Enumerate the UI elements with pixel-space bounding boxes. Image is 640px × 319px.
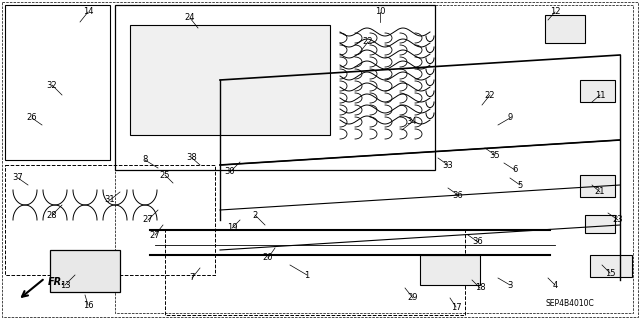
Bar [130,25,330,135]
Bar [420,255,480,285]
Text: 6: 6 [512,166,518,174]
Text: 35: 35 [490,151,500,160]
Text: 1: 1 [305,271,310,279]
Text: 29: 29 [408,293,419,302]
Text: 3: 3 [508,280,513,290]
Text: 21: 21 [595,188,605,197]
Text: 23: 23 [612,216,623,225]
Text: 18: 18 [475,284,485,293]
Bar [590,255,632,277]
Text: 11: 11 [595,91,605,100]
Text: 36: 36 [472,238,483,247]
Text: 16: 16 [83,300,93,309]
Text: 32: 32 [47,80,58,90]
Text: 8: 8 [142,155,148,165]
Bar [585,215,615,233]
Text: SEP4B4010C: SEP4B4010C [545,299,594,308]
Bar [165,230,465,315]
Text: 27: 27 [143,216,154,225]
Bar [580,175,615,197]
Bar [5,165,215,275]
Text: 20: 20 [263,254,273,263]
Text: 38: 38 [187,153,197,162]
Text: 2: 2 [252,211,258,219]
Text: 17: 17 [451,302,461,311]
Text: 27: 27 [150,231,160,240]
Text: 19: 19 [227,224,237,233]
Text: 28: 28 [47,211,58,219]
Text: 12: 12 [550,8,560,17]
Bar [580,80,615,102]
Text: 30: 30 [225,167,236,176]
Text: FR.: FR. [48,277,66,287]
Text: 22: 22 [484,91,495,100]
Text: 5: 5 [517,181,523,189]
Text: 24: 24 [185,13,195,23]
Text: 36: 36 [452,190,463,199]
Text: 15: 15 [605,269,615,278]
Text: 14: 14 [83,8,93,17]
Text: 31: 31 [105,196,115,204]
Text: 25: 25 [160,170,170,180]
Bar [50,250,120,292]
Text: 34: 34 [406,117,417,127]
Text: 7: 7 [189,273,195,283]
Bar [5,5,110,160]
Text: 13: 13 [60,280,70,290]
Text: 10: 10 [375,8,385,17]
Bar [115,5,435,170]
Text: 9: 9 [508,114,513,122]
Text: 33: 33 [443,160,453,169]
Text: 22: 22 [363,38,373,47]
Bar [115,5,633,313]
Bar [545,15,585,43]
Text: 26: 26 [27,114,37,122]
Text: 37: 37 [13,174,24,182]
Text: 4: 4 [552,280,557,290]
